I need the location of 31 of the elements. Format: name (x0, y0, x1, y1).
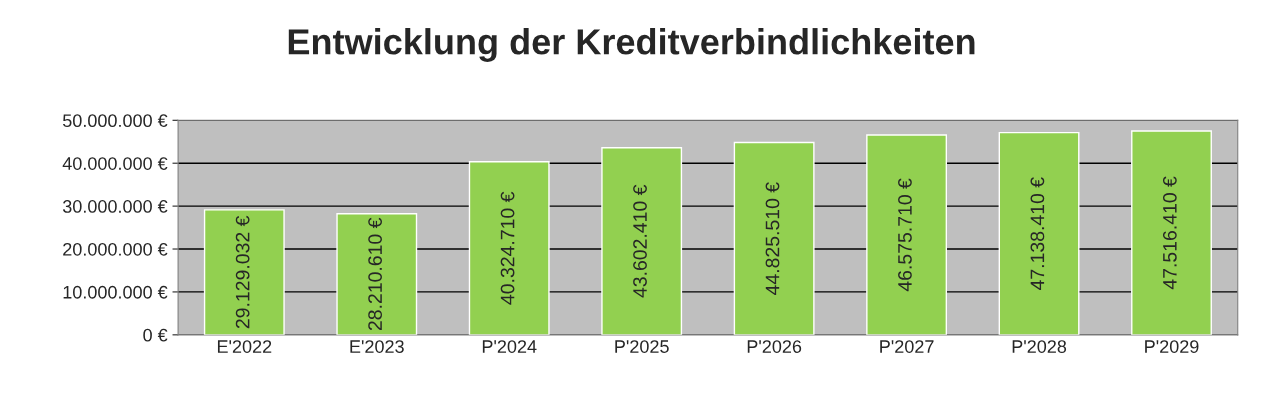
y-tick-label: 10.000.000 € (63, 285, 168, 299)
x-tick-label: P'2024 (482, 340, 537, 353)
y-tick-label: 20.000.000 € (63, 242, 168, 256)
chart-title: Entwicklung der Kreditverbindlichkeiten (288, 28, 975, 62)
x-tick-label: P'2029 (1145, 340, 1199, 353)
data-label: 47.138.410 € (1030, 177, 1045, 291)
bar (468, 161, 550, 335)
data-label: 47.516.410 € (1162, 176, 1177, 290)
y-tick-label: 30.000.000 € (62, 200, 168, 213)
x-tick-label: E'2022 (217, 340, 272, 353)
bar (1131, 130, 1212, 335)
x-tick-label: P'2025 (615, 340, 669, 353)
y-tick-label: 0 € (143, 328, 168, 342)
data-label: 43.602.410 € (633, 184, 647, 298)
bar (733, 141, 815, 335)
data-label: 44.825.510 € (765, 182, 780, 295)
bar (203, 209, 285, 335)
data-label: 29.129.032 € (235, 215, 250, 329)
bar (866, 134, 948, 335)
data-label: 28.210.610 € (368, 217, 382, 331)
y-tick-label: 50.000.000 € (62, 114, 168, 128)
x-tick-label: P'2028 (1012, 340, 1067, 353)
data-label: 40.324.710 € (500, 191, 515, 305)
bar (336, 213, 418, 335)
x-tick-label: P'2027 (880, 340, 934, 353)
data-label: 46.575.710 € (898, 178, 912, 292)
bar (601, 147, 683, 335)
x-tick-label: P'2026 (747, 340, 802, 353)
y-tick-label: 40.000.000 € (62, 157, 168, 170)
bar (998, 131, 1080, 335)
x-tick-label: E'2023 (350, 340, 404, 353)
